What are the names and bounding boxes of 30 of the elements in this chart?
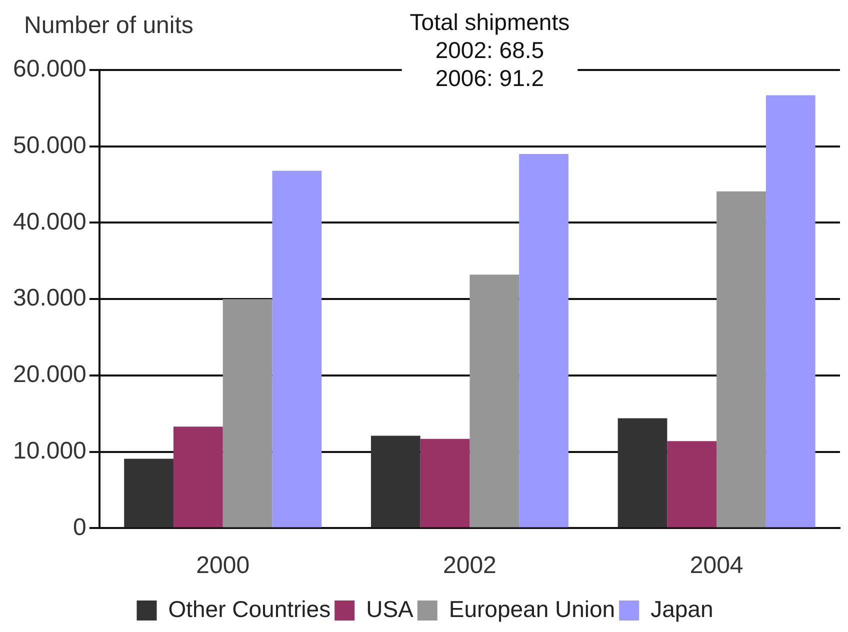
bar	[370, 436, 420, 528]
bar	[173, 426, 223, 528]
bar	[766, 95, 816, 528]
y-tick-label: 60.000	[13, 56, 86, 83]
bar	[470, 274, 520, 528]
bar	[667, 441, 717, 528]
bar	[618, 418, 668, 528]
y-tick-label: 0	[73, 514, 86, 541]
x-tick-label: 2004	[690, 552, 744, 580]
bar	[272, 170, 322, 528]
legend-label: USA	[366, 596, 414, 622]
annotation: 2006: 91.2	[435, 64, 544, 91]
y-tick-label: 10.000	[13, 437, 86, 464]
legend-label: Other Countries	[168, 596, 331, 622]
bar	[716, 191, 766, 528]
bar	[519, 154, 568, 528]
y-tick-label: 30.000	[13, 284, 86, 312]
bar	[124, 458, 174, 528]
y-tick-label: 50.000	[13, 132, 86, 159]
x-tick-label: 2002	[443, 552, 496, 580]
bar	[222, 299, 272, 528]
y-tick-label: 20.000	[13, 361, 86, 388]
text: Total shipments	[410, 8, 570, 35]
legend-label: Japan	[650, 596, 714, 622]
text: 2002: 68.5	[435, 36, 544, 63]
y-axis-title: Number of units	[24, 12, 194, 40]
x-tick-label: 2000	[196, 552, 250, 580]
y-tick-label: 40.000	[13, 208, 86, 236]
bar	[420, 438, 470, 528]
legend-label: European Union	[448, 596, 616, 622]
